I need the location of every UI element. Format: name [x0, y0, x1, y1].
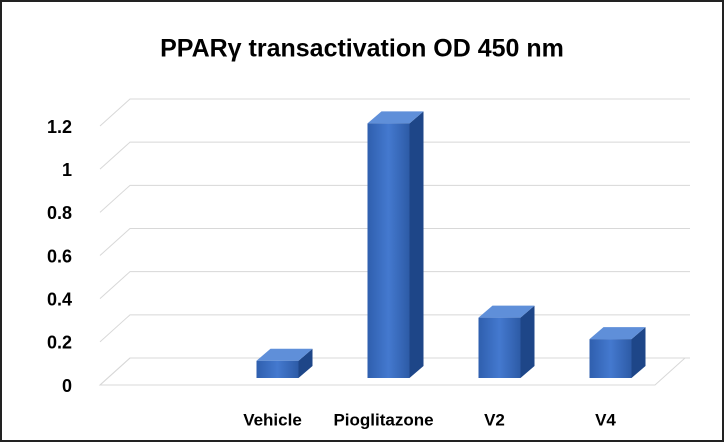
bar — [478, 305, 535, 378]
x-tick-label: V4 — [595, 410, 616, 429]
bar-face — [256, 360, 299, 378]
y-tick-label: 1 — [62, 160, 72, 180]
y-tick-label: 0.8 — [47, 203, 72, 223]
y-tick-label: 0.6 — [47, 246, 72, 266]
y-tick-label: 0 — [62, 376, 72, 396]
bar-face — [256, 348, 313, 361]
grid-line — [99, 141, 690, 170]
x-tick-label: Vehicle — [243, 410, 302, 429]
bar-face — [589, 339, 632, 378]
x-tick-label: Pioglitazone — [333, 410, 433, 429]
bar-face — [478, 305, 535, 318]
y-tick-label: 1.2 — [47, 117, 72, 137]
bar-face — [631, 327, 646, 378]
bar — [589, 327, 646, 378]
grid-line — [99, 228, 690, 256]
bar-face — [520, 305, 535, 378]
bar — [256, 348, 313, 378]
bar-face — [589, 327, 646, 340]
bar-face — [367, 123, 410, 378]
grid-line — [99, 271, 690, 300]
bar-face — [409, 111, 424, 379]
bar-face — [478, 317, 521, 378]
grid-line — [99, 184, 690, 213]
bar-face — [367, 111, 424, 124]
chart-title: PPARγ transactivation OD 450 nm — [160, 35, 564, 63]
bar — [367, 111, 424, 379]
y-tick-label: 0.2 — [47, 333, 72, 353]
grid-line — [99, 98, 690, 127]
y-tick-label: 0.4 — [47, 289, 72, 309]
x-tick-label: V2 — [484, 410, 505, 429]
bar-face — [298, 348, 313, 378]
